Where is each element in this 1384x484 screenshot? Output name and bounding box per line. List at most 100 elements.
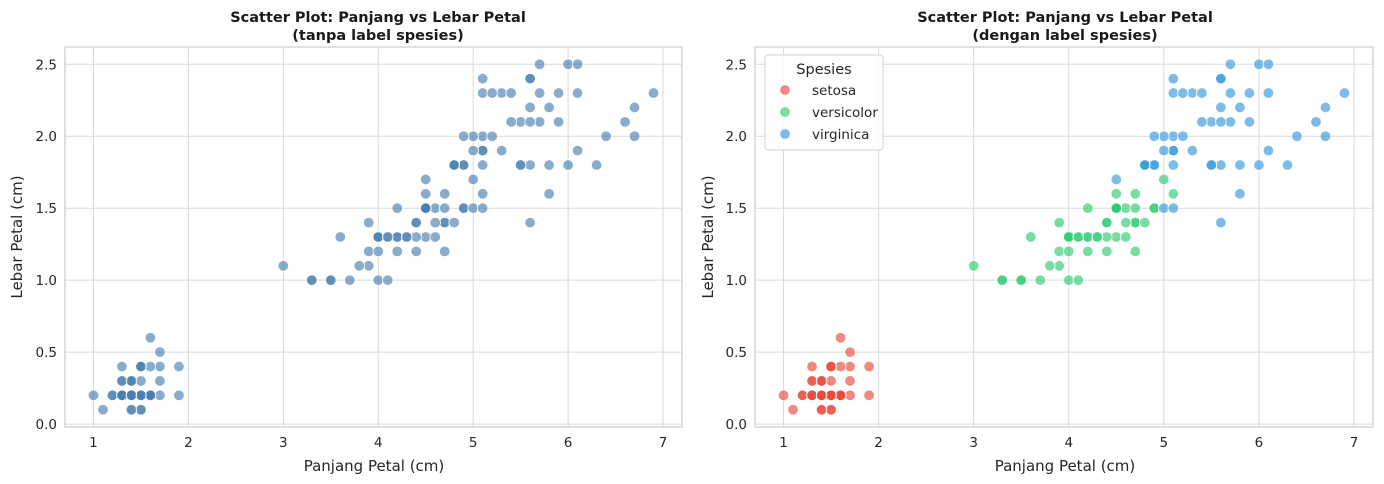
data-point-all bbox=[514, 159, 527, 171]
x-tick-label: 6 bbox=[564, 435, 573, 451]
data-point-all bbox=[135, 389, 147, 402]
data-point-virginica bbox=[1158, 130, 1170, 142]
data-point-all bbox=[590, 159, 603, 171]
data-point-all bbox=[154, 389, 166, 402]
legend-marker-virginica bbox=[779, 128, 791, 140]
data-point-all bbox=[154, 360, 166, 373]
data-point-all bbox=[476, 130, 489, 142]
data-point-all bbox=[533, 58, 546, 70]
plot-frame bbox=[754, 46, 1374, 428]
data-point-versicolor bbox=[1082, 231, 1094, 243]
data-point-all bbox=[344, 274, 356, 286]
data-point-all bbox=[543, 188, 555, 200]
data-point-setosa bbox=[863, 360, 875, 373]
data-point-versicolor bbox=[1129, 188, 1142, 200]
data-point-setosa bbox=[844, 375, 856, 387]
data-point-virginica bbox=[1167, 130, 1180, 142]
data-point-versicolor bbox=[1167, 188, 1180, 200]
data-point-all bbox=[562, 159, 574, 171]
data-point-versicolor bbox=[1072, 231, 1084, 243]
data-point-versicolor bbox=[1101, 245, 1113, 258]
x-tick-label: 1 bbox=[779, 435, 788, 451]
data-point-virginica bbox=[1186, 87, 1199, 99]
chart-title-line2: (tanpa label spesies) bbox=[292, 28, 463, 44]
data-point-versicolor bbox=[1025, 231, 1037, 243]
data-point-versicolor bbox=[1082, 245, 1094, 258]
data-point-virginica bbox=[1167, 144, 1180, 157]
data-point-versicolor bbox=[1120, 202, 1132, 214]
data-point-all bbox=[533, 87, 546, 99]
data-point-virginica bbox=[1167, 87, 1180, 99]
data-point-all bbox=[372, 245, 384, 258]
data-point-versicolor bbox=[1110, 188, 1122, 200]
data-point-all bbox=[420, 173, 432, 186]
data-point-all bbox=[476, 87, 489, 99]
data-point-all bbox=[438, 188, 451, 200]
data-point-all bbox=[382, 274, 394, 286]
data-point-all bbox=[429, 216, 441, 229]
data-point-virginica bbox=[1243, 87, 1256, 99]
data-point-versicolor bbox=[967, 260, 980, 272]
data-point-virginica bbox=[1158, 144, 1170, 157]
data-point-versicolor bbox=[1063, 274, 1075, 286]
data-point-all bbox=[391, 202, 403, 214]
data-point-setosa bbox=[777, 389, 790, 402]
data-point-versicolor bbox=[1072, 274, 1084, 286]
data-point-virginica bbox=[1281, 159, 1294, 171]
data-point-virginica bbox=[1167, 72, 1180, 85]
y-tick-label: 0.5 bbox=[726, 345, 747, 361]
plot-area: 1 2 3 4 5 6 7 0.0 0.5 1.0 1.5 2.0 2.5 bbox=[36, 46, 683, 451]
legend: Spesies setosa versicolor virginica bbox=[764, 54, 884, 151]
data-point-all bbox=[457, 159, 470, 171]
data-point-setosa bbox=[815, 389, 828, 402]
data-point-setosa bbox=[825, 389, 837, 402]
data-point-all bbox=[524, 216, 536, 229]
data-point-versicolor bbox=[1120, 231, 1132, 243]
data-point-all bbox=[495, 144, 508, 157]
data-point-virginica bbox=[1186, 144, 1199, 157]
data-point-all bbox=[505, 87, 517, 99]
data-point-virginica bbox=[1148, 159, 1161, 171]
data-point-virginica bbox=[1262, 144, 1275, 157]
data-point-all bbox=[467, 202, 479, 214]
data-point-all bbox=[116, 360, 128, 373]
data-point-versicolor bbox=[996, 274, 1008, 286]
data-point-all bbox=[353, 260, 365, 272]
y-tick-label: 1.0 bbox=[726, 273, 747, 289]
data-point-all bbox=[363, 216, 375, 229]
data-point-all bbox=[125, 404, 138, 416]
data-point-versicolor bbox=[1082, 202, 1094, 214]
data-point-versicolor bbox=[1110, 231, 1122, 243]
data-point-all bbox=[495, 87, 508, 99]
data-point-setosa bbox=[806, 389, 818, 402]
data-point-all bbox=[505, 116, 517, 128]
data-point-versicolor bbox=[1053, 260, 1065, 272]
y-tick-label: 0.5 bbox=[36, 345, 57, 361]
y-tick-label: 2.5 bbox=[726, 57, 747, 73]
legend-title: Spesies bbox=[796, 62, 851, 78]
data-point-all bbox=[401, 231, 413, 243]
data-point-virginica bbox=[1234, 188, 1246, 200]
x-tick-label: 2 bbox=[184, 435, 193, 451]
data-point-virginica bbox=[1310, 116, 1322, 128]
data-point-setosa bbox=[844, 360, 856, 373]
x-tick-label: 7 bbox=[1350, 435, 1359, 451]
data-point-versicolor bbox=[1044, 260, 1056, 272]
data-point-all bbox=[410, 216, 422, 229]
y-tick-label: 2.0 bbox=[726, 129, 747, 145]
data-point-setosa bbox=[834, 389, 847, 402]
data-point-all bbox=[334, 231, 346, 243]
data-point-all bbox=[410, 245, 422, 258]
data-point-virginica bbox=[1319, 130, 1332, 142]
data-point-versicolor bbox=[1053, 216, 1065, 229]
data-point-all bbox=[173, 389, 185, 402]
data-point-all bbox=[372, 274, 384, 286]
scatter-chart-labeled: Scatter Plot: Panjang vs Lebar Petal (de… bbox=[699, 10, 1374, 475]
y-tick-label: 1.5 bbox=[726, 201, 747, 217]
plot-frame bbox=[64, 46, 683, 428]
y-axis-label: Lebar Petal (cm) bbox=[8, 175, 26, 298]
data-point-setosa bbox=[834, 360, 847, 373]
data-point-all bbox=[486, 87, 498, 99]
data-point-virginica bbox=[1158, 202, 1170, 214]
data-point-all bbox=[571, 58, 584, 70]
